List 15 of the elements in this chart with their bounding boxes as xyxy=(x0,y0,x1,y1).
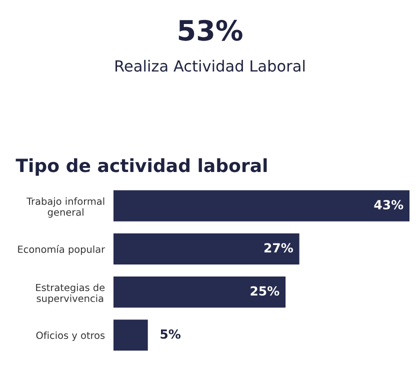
bar xyxy=(113,276,286,308)
bar xyxy=(113,320,148,351)
data-label: 43% xyxy=(374,200,404,210)
bar xyxy=(113,190,410,222)
chart-title: Tipo de actividad laboral xyxy=(16,158,267,176)
y-tick-label: Trabajo informal general xyxy=(26,197,104,218)
bar xyxy=(113,233,300,264)
data-label: 5% xyxy=(160,329,180,339)
y-tick-label: Economía popular xyxy=(18,245,106,255)
y-tick-label: Oficios y otros xyxy=(36,331,105,341)
text: 53% xyxy=(178,20,242,41)
data-label: 25% xyxy=(250,286,280,296)
text: Realiza Actividad Laboral xyxy=(116,60,305,72)
y-tick-label: Estrategias de supervivencia xyxy=(36,284,105,304)
data-label: 27% xyxy=(264,243,294,253)
